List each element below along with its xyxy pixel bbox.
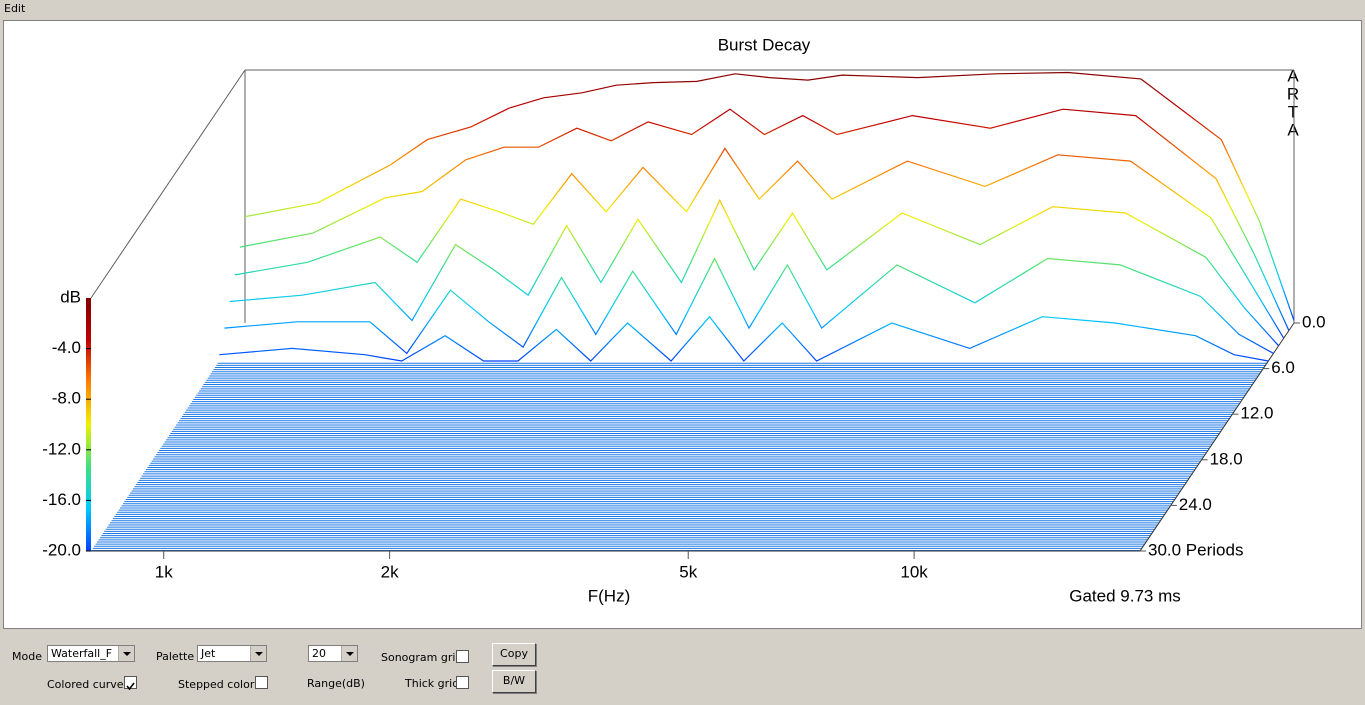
z-tick-label: 30.0 Periods <box>1148 540 1243 559</box>
y-tick-label: -16.0 <box>42 490 81 509</box>
sonogram-grid-checkbox[interactable] <box>456 650 469 663</box>
palette-select[interactable]: Jet <box>197 645 267 662</box>
mode-label: Mode <box>12 650 42 663</box>
bw-button[interactable]: B/W <box>492 670 536 693</box>
range-spinner[interactable]: 20 <box>308 645 358 662</box>
decay-curve <box>224 257 1274 355</box>
z-tick-label: 6.0 <box>1271 358 1295 377</box>
palette-value: Jet <box>201 647 216 660</box>
side-label-letter: R <box>1287 84 1299 103</box>
stepped-colors-checkbox[interactable] <box>255 676 268 689</box>
decay-curve <box>219 315 1269 362</box>
z-axis <box>1139 322 1295 552</box>
range-value: 20 <box>312 647 326 660</box>
colored-curves-label: Colored curves <box>47 678 130 691</box>
z-tick-label: 18.0 <box>1210 449 1243 468</box>
stepped-colors-label: Stepped colors <box>178 678 261 691</box>
decay-curve <box>239 108 1290 331</box>
copy-button[interactable]: Copy <box>492 643 536 666</box>
chart-title: Burst Decay <box>718 35 811 54</box>
sonogram-grid-label: Sonogram grid <box>381 651 463 664</box>
range-label: Range(dB) <box>307 677 365 690</box>
z-tick-label: 24.0 <box>1179 495 1212 514</box>
menu-item[interactable]: Edit <box>4 2 26 15</box>
menu-bar: Edit <box>0 0 1365 18</box>
x-tick-label: 10k <box>900 562 928 581</box>
palette-label: Palette <box>156 650 195 663</box>
check-mark <box>126 682 135 691</box>
chart: Burst Decay F(Hz) Gated 9.73 ms dB ARTA … <box>42 35 1326 605</box>
z-tick-label: 0.0 <box>1302 312 1326 331</box>
x-tick-label: 5k <box>679 562 697 581</box>
decay-curve <box>234 147 1285 339</box>
decay-curve <box>244 71 1295 321</box>
mode-value: Waterfall_F <box>51 647 113 660</box>
side-label-letter: A <box>1287 120 1299 139</box>
x-tick-label: 2k <box>381 562 399 581</box>
z-tick-label: 12.0 <box>1240 404 1273 423</box>
y-tick-label: -20.0 <box>42 540 81 559</box>
thick-grid-checkbox[interactable] <box>456 676 469 689</box>
y-tick-label: -12.0 <box>42 439 81 458</box>
annotation: Gated 9.73 ms <box>1069 586 1181 605</box>
mode-select[interactable]: Waterfall_F <box>47 645 135 662</box>
side-label-letter: T <box>1288 102 1298 121</box>
axis-frame <box>90 69 246 299</box>
x-axis-label: F(Hz) <box>588 586 630 605</box>
y-tick-label: -4.0 <box>52 338 81 357</box>
y-tick-label: -8.0 <box>52 389 81 408</box>
x-tick-label: 1k <box>155 562 173 581</box>
side-label-letter: A <box>1287 66 1299 85</box>
decay-curve <box>229 198 1280 347</box>
thick-grid-label: Thick grid <box>405 677 460 690</box>
y-axis-label: dB <box>60 287 81 306</box>
colored-curves-checkbox[interactable] <box>124 676 137 691</box>
color-bar <box>86 298 91 551</box>
